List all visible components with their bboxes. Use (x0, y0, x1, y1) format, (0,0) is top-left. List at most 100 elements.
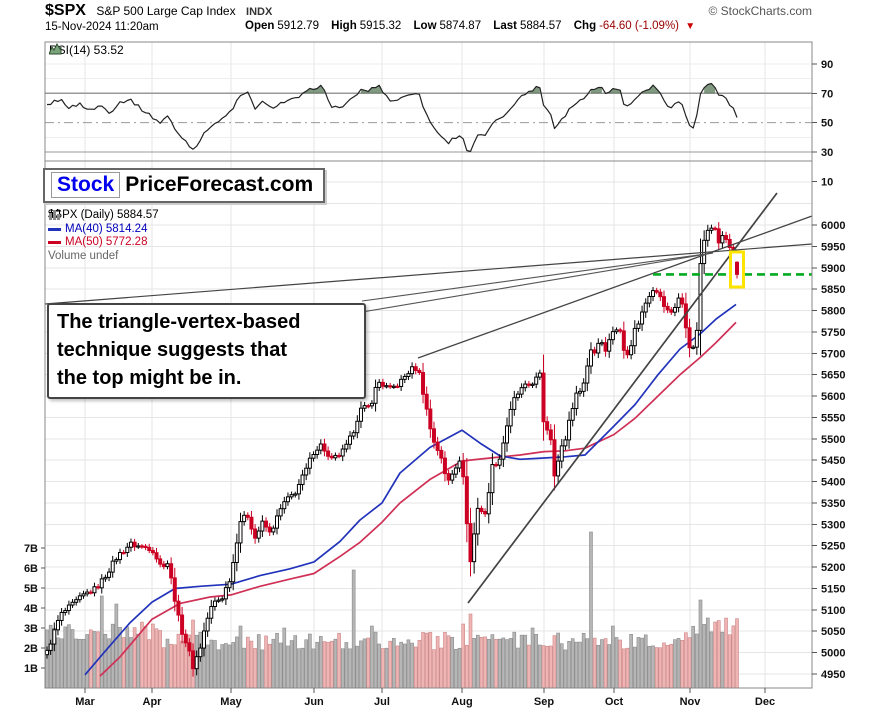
candle-body (45, 649, 49, 656)
candle-body (220, 598, 225, 601)
volume-bar (114, 603, 119, 689)
volume-bar (622, 648, 626, 689)
candle-body (453, 467, 458, 475)
candle-body (66, 604, 71, 612)
candle-body (395, 385, 400, 388)
candle-body (428, 408, 433, 430)
candle-body (85, 591, 90, 595)
ticker-exchange: INDX (246, 6, 273, 18)
candle-body (640, 311, 645, 325)
volume-bar (110, 623, 115, 689)
volume-bar (231, 642, 235, 689)
volume-bar (275, 632, 279, 689)
volume-bar (158, 630, 162, 689)
open-label: Open (245, 20, 275, 32)
candle-body (691, 346, 696, 349)
candle-body (515, 393, 520, 399)
candle-body (424, 393, 429, 410)
ticker-symbol: $SPX (45, 2, 86, 19)
volume-bar (315, 641, 319, 689)
price-down-arrow-icon: ▼ (685, 21, 696, 32)
candle-body (479, 507, 484, 512)
volume-bar (647, 645, 652, 689)
volume-bar (472, 637, 476, 689)
candle-body (665, 305, 670, 311)
candle-body (223, 587, 228, 600)
volume-bar (461, 623, 465, 689)
candle-body (567, 419, 572, 441)
candle-body (315, 449, 320, 456)
volume-bar (724, 617, 728, 689)
candle-body (180, 614, 185, 635)
candle-body (59, 611, 64, 621)
candle-body (497, 458, 502, 466)
volume-bar (651, 645, 655, 689)
legend-ma50-row: MA(50) 5772.28 (48, 236, 159, 250)
volume-bar (216, 649, 221, 689)
legend-volume-row: Volume undef (48, 210, 159, 264)
candle-body (658, 291, 663, 298)
volume-bar (366, 637, 371, 689)
candle-body (256, 530, 261, 539)
month-label: Dec (755, 696, 775, 708)
rsi-line (47, 82, 738, 153)
rsi-tick-label: 90 (821, 59, 833, 71)
volume-bar (435, 636, 440, 689)
volume-bar (359, 640, 363, 689)
volume-bar (209, 639, 214, 689)
chart-header: $SPX S&P 500 Large Cap Index INDX (45, 2, 272, 20)
volume-bar (169, 643, 173, 689)
candle-body (724, 235, 729, 240)
candle-body (431, 428, 436, 443)
price-tick-label: 5100 (821, 605, 845, 617)
candle-body (672, 306, 677, 313)
candle-body (99, 578, 104, 589)
candle-body (709, 227, 714, 231)
candle-body (169, 563, 174, 579)
candle-body (494, 464, 499, 467)
volume-bar (538, 644, 542, 689)
volume-bar (249, 640, 254, 689)
volume-bar (45, 629, 49, 689)
annotation-line3: the top might be in. (57, 367, 242, 389)
volume-bar (556, 632, 560, 689)
volume-bar (640, 637, 644, 689)
candle-body (464, 476, 469, 525)
callout-wedge-bottom (361, 252, 714, 313)
candle-body (176, 600, 181, 616)
volume-bar (271, 638, 276, 689)
candle-body (183, 633, 188, 644)
volume-bar (300, 647, 305, 689)
volume-bar (545, 645, 549, 689)
candle-body (461, 460, 466, 478)
volume-bar (162, 647, 166, 689)
candle-body (490, 464, 495, 494)
volume-bar (267, 643, 272, 689)
volume-bar (224, 643, 228, 689)
candle-body (581, 382, 586, 392)
volume-bar (559, 643, 564, 689)
volume-tick-label: 7B (24, 543, 38, 555)
volume-bar (731, 625, 736, 689)
candle-body (501, 442, 506, 460)
volume-bar (483, 636, 487, 689)
candle-body (329, 455, 334, 459)
volume-bar (143, 626, 148, 689)
volume-bar (326, 641, 330, 689)
candle-body (541, 372, 546, 423)
candle-body (599, 342, 604, 345)
candle-body (556, 460, 561, 477)
volume-bar (282, 627, 287, 689)
low-label: Low (413, 20, 437, 32)
candle-body (348, 435, 353, 445)
price-tick-label: 5750 (821, 327, 845, 339)
volume-bar (147, 639, 152, 689)
area-chart-icon (49, 43, 62, 55)
candle-body (209, 606, 214, 619)
ticker-name: S&P 500 Large Cap Index (96, 4, 236, 18)
candle-body (526, 383, 531, 386)
rsi-plot (47, 82, 738, 153)
candle-body (618, 329, 623, 332)
candle-body (399, 378, 404, 387)
volume-bar (183, 642, 188, 689)
